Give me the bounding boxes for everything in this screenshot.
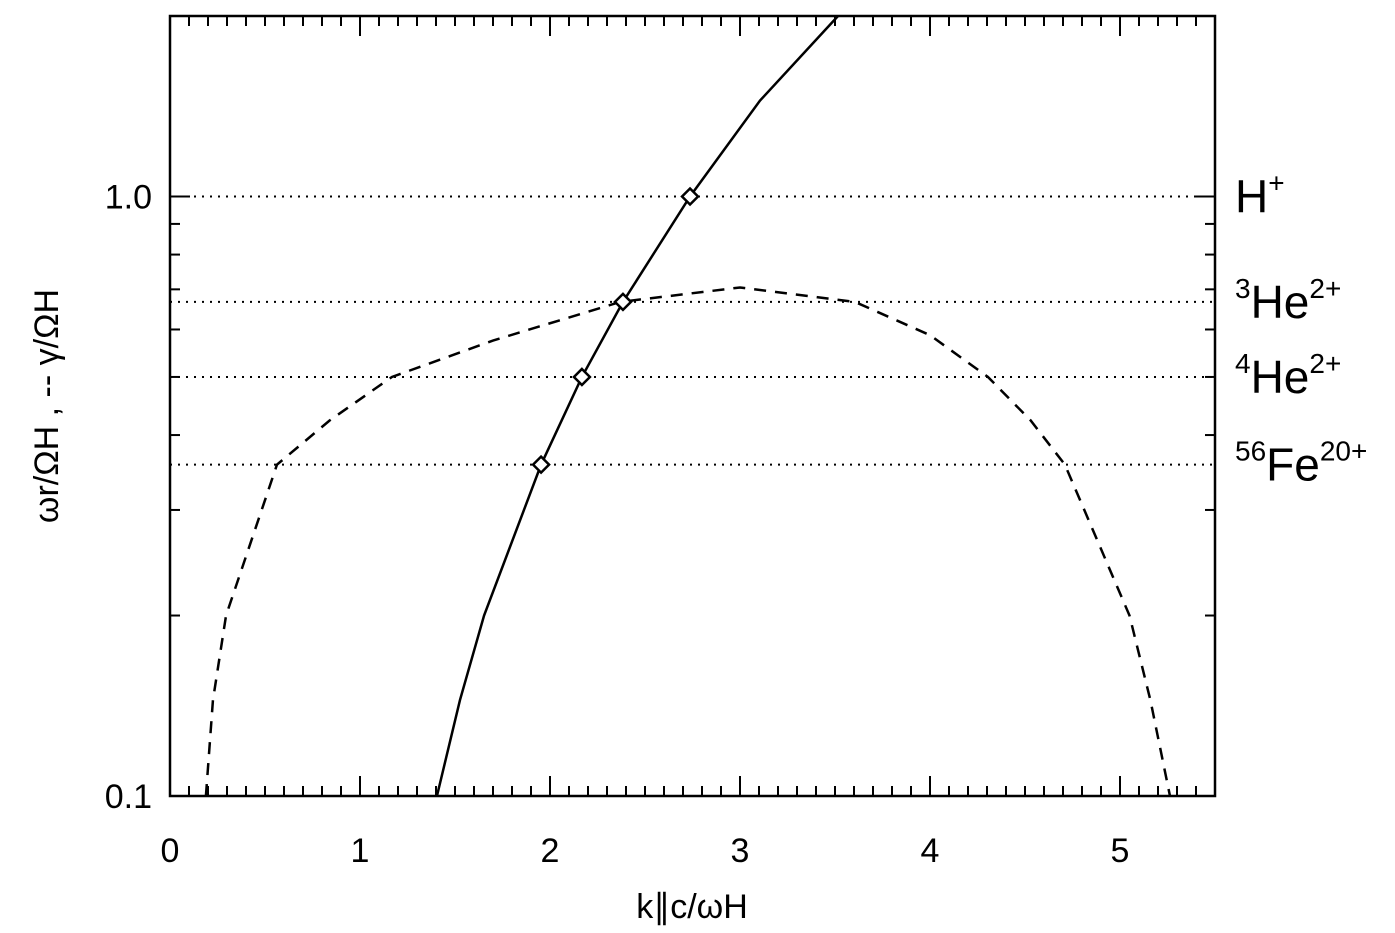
diamond-marker	[613, 292, 633, 312]
ion-element: He	[1251, 276, 1310, 328]
ion-element: He	[1251, 351, 1310, 403]
plot-frame	[168, 14, 1217, 798]
x-axis-label: k∥c/ωH	[636, 888, 748, 926]
x-tick-label: 5	[1111, 832, 1130, 870]
ion-charge: +	[1268, 167, 1284, 198]
curve	[435, 15, 839, 797]
y-tick-label: 1.0	[105, 178, 152, 216]
curve	[204, 286, 1172, 797]
ion-charge: 2+	[1309, 348, 1341, 379]
ion-label: 56Fe20+	[1235, 436, 1367, 491]
diamond-marker	[531, 454, 551, 475]
diamond-marker	[572, 367, 592, 387]
x-tick-label: 2	[541, 832, 560, 870]
x-tick-label: 4	[921, 832, 940, 870]
ion-mass: 4	[1235, 348, 1251, 379]
y-axis-label: ωr/ΩH , -- γ/ΩH	[28, 289, 66, 523]
ion-mass: 56	[1235, 436, 1266, 467]
ion-mass: 3	[1235, 273, 1251, 304]
x-tick-label: 1	[351, 832, 370, 870]
x-tick-label: 0	[161, 832, 180, 870]
x-tick-label: 3	[731, 832, 750, 870]
ion-element: H	[1235, 170, 1268, 222]
ion-label: 3He2+	[1235, 273, 1341, 328]
ion-element: Fe	[1266, 439, 1320, 491]
y-tick-label: 0.1	[105, 778, 152, 816]
ion-label: H+	[1235, 167, 1285, 222]
diamond-marker	[680, 186, 700, 207]
ion-charge: 20+	[1320, 436, 1368, 467]
ion-label: 4He2+	[1235, 348, 1341, 403]
ion-charge: 2+	[1309, 273, 1341, 304]
